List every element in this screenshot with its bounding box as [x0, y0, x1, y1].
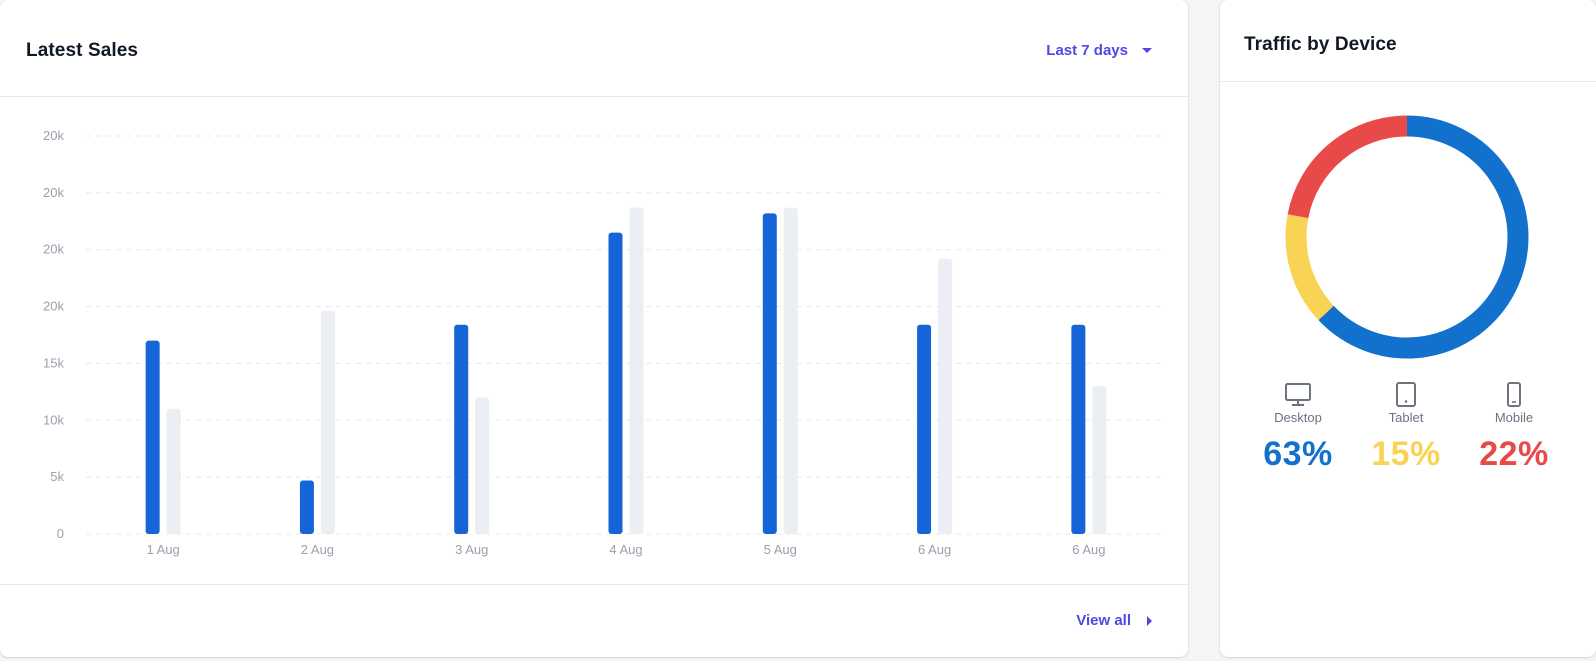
device-value: 63%	[1263, 435, 1333, 473]
y-tick-label: 15k	[43, 355, 64, 370]
bar[interactable]	[783, 207, 798, 534]
device-mobile: Mobile 22%	[1464, 382, 1564, 474]
view-all-label: View all	[1076, 612, 1131, 629]
y-tick-label: 20k	[43, 128, 64, 143]
traffic-title: Traffic by Device	[1244, 34, 1397, 55]
x-tick-label: 3 Aug	[455, 542, 488, 557]
bar[interactable]	[454, 324, 469, 534]
device-value: 22%	[1479, 435, 1549, 473]
caret-down-icon	[1142, 48, 1152, 53]
y-tick-label: 5k	[50, 469, 64, 484]
bar[interactable]	[320, 311, 335, 534]
bar[interactable]	[608, 232, 623, 534]
x-tick-label: 2 Aug	[301, 542, 334, 557]
x-tick-label: 6 Aug	[1072, 542, 1105, 557]
desktop-icon	[1285, 383, 1311, 406]
x-tick-label: 6 Aug	[918, 542, 951, 557]
tablet-icon	[1396, 382, 1416, 407]
device-tablet: Tablet 15%	[1356, 382, 1456, 474]
device-label: Desktop	[1274, 410, 1322, 425]
y-tick-label: 20k	[43, 299, 64, 314]
caret-right-icon	[1147, 615, 1152, 626]
latest-sales-card: Latest Sales Last 7 days 0 5k 10k 15k 20k 20k…	[0, 0, 1188, 657]
device-label: Tablet	[1388, 410, 1424, 425]
view-all-button[interactable]: View all	[1076, 612, 1152, 629]
x-tick-label: 4 Aug	[609, 542, 642, 557]
device-label: Mobile	[1494, 410, 1534, 425]
y-tick-label: 20k	[43, 242, 64, 257]
latest-sales-footer: View all	[0, 584, 1188, 657]
bar[interactable]	[299, 480, 314, 534]
donut-slice-desktop[interactable]	[1318, 115, 1529, 359]
donut-slice-tablet[interactable]	[1285, 214, 1334, 321]
y-tick-label: 10k	[43, 412, 64, 427]
x-tick-label: 5 Aug	[764, 542, 797, 557]
mobile-icon	[1507, 382, 1521, 407]
date-range-label: Last 7 days	[1046, 42, 1128, 59]
bar[interactable]	[917, 324, 932, 534]
latest-sales-header: Latest Sales Last 7 days	[0, 0, 1188, 97]
bar[interactable]	[938, 258, 953, 534]
bar[interactable]	[762, 213, 777, 534]
device-legend: Desktop 63% Tablet 15% Mobile 22%	[1220, 382, 1596, 482]
date-range-dropdown[interactable]: Last 7 days	[1046, 42, 1152, 59]
donut-slice-mobile[interactable]	[1287, 115, 1408, 219]
latest-sales-title: Latest Sales	[26, 40, 139, 61]
bar[interactable]	[1092, 386, 1107, 534]
y-tick-label: 20k	[43, 185, 64, 200]
traffic-header: Traffic by Device	[1220, 0, 1596, 82]
bar[interactable]	[166, 408, 181, 534]
traffic-donut-chart	[1285, 115, 1529, 359]
device-value: 15%	[1371, 435, 1441, 473]
bar[interactable]	[629, 207, 644, 534]
y-tick-label: 0	[57, 526, 64, 541]
bar[interactable]	[1071, 324, 1086, 534]
bar[interactable]	[475, 397, 490, 534]
bar[interactable]	[145, 340, 160, 534]
x-tick-label: 1 Aug	[147, 542, 180, 557]
traffic-by-device-card: Traffic by Device Desktop 63% Tablet 15%	[1220, 0, 1596, 657]
device-desktop: Desktop 63%	[1248, 382, 1348, 474]
sales-bar-chart: 0 5k 10k 15k 20k 20k 20k 20k 1 Aug 2 Aug 3 Aug 4 Au…	[43, 128, 1166, 557]
